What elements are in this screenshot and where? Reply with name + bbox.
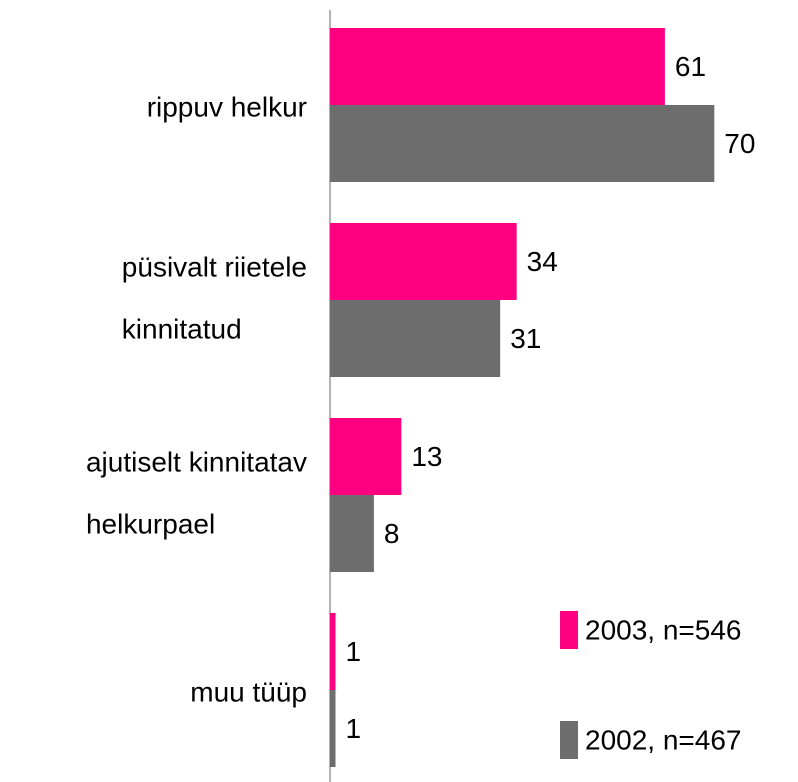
legend-label: 2003, n=546 (585, 614, 742, 645)
category-label: kinnitatud (122, 313, 242, 344)
bar (330, 613, 336, 690)
value-label: 13 (411, 441, 442, 472)
legend-swatch (560, 721, 578, 759)
category-label: muu tüüp (190, 676, 307, 707)
category-label: rippuv helkur (147, 91, 307, 122)
value-label: 8 (384, 518, 400, 549)
value-label: 31 (510, 323, 541, 354)
bar (330, 690, 336, 767)
bar (330, 223, 517, 300)
value-label: 34 (527, 246, 558, 277)
value-label: 61 (675, 51, 706, 82)
value-label: 1 (345, 636, 361, 667)
bar (330, 418, 402, 495)
bar (330, 28, 665, 105)
bar (330, 495, 374, 572)
value-label: 70 (724, 128, 755, 159)
bar (330, 105, 715, 182)
bar (330, 300, 501, 377)
legend-swatch (560, 611, 578, 649)
category-label: helkurpael (86, 508, 215, 539)
value-label: 1 (345, 713, 361, 744)
category-label: ajutiselt kinnitatav (86, 446, 307, 477)
category-label: püsivalt riietele (122, 251, 307, 282)
legend-label: 2002, n=467 (585, 724, 742, 755)
